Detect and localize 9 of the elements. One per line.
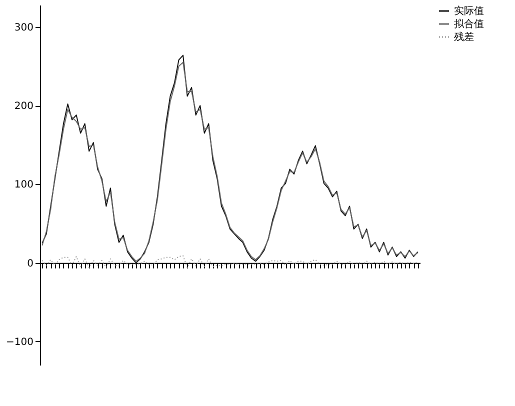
legend-label: 实际值 xyxy=(454,5,484,17)
legend-label: 残差 xyxy=(454,31,474,43)
y-tick-label: 100 xyxy=(14,180,34,191)
y-tick-label: −100 xyxy=(6,336,34,348)
legend-label: 拟合值 xyxy=(454,18,484,30)
line-series xyxy=(42,255,418,268)
y-tick-label: 0 xyxy=(27,258,34,270)
y-tick-label: 300 xyxy=(14,22,34,34)
y-tick-label: 200 xyxy=(14,101,34,112)
